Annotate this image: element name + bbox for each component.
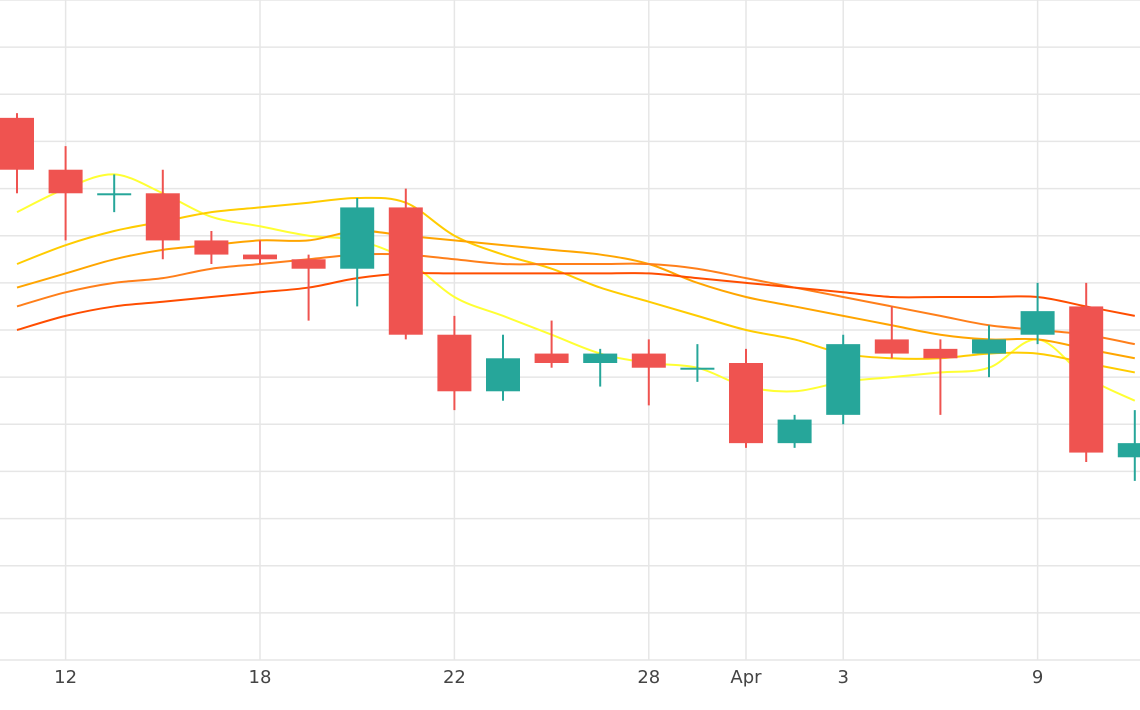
x-tick-label: Apr <box>730 667 762 688</box>
moving-average-line-2 <box>16 196 1135 374</box>
moving-average-line-4 <box>16 252 1135 346</box>
candle-body <box>631 353 666 368</box>
candle <box>923 339 958 415</box>
candle <box>631 339 666 406</box>
candle <box>194 231 229 264</box>
candle-body <box>437 334 472 392</box>
x-tick-label: 22 <box>443 667 466 688</box>
candle <box>1020 282 1055 345</box>
candle <box>583 348 618 387</box>
candle <box>1069 282 1104 462</box>
candle <box>48 146 83 241</box>
candle <box>437 315 472 411</box>
x-tick-label: 3 <box>837 667 848 688</box>
moving-average-line-5 <box>16 272 1135 331</box>
candle-body <box>48 169 83 194</box>
candle-body <box>0 117 34 170</box>
candle-body <box>972 339 1006 354</box>
candle <box>0 113 34 194</box>
candle-body <box>243 254 277 260</box>
x-axis-ticks: 12 18 22 28 Apr 3 9 <box>54 667 1043 688</box>
candle <box>1117 410 1140 481</box>
candle <box>388 188 423 340</box>
candle <box>874 306 909 359</box>
grid <box>0 0 1140 661</box>
candle-body <box>291 259 326 269</box>
x-tick-label: 28 <box>637 667 660 688</box>
x-tick-label: 9 <box>1032 667 1043 688</box>
candle <box>97 174 132 213</box>
candle <box>243 240 277 264</box>
candle <box>777 414 812 448</box>
candle-body <box>340 207 375 269</box>
candle-body <box>777 419 812 444</box>
candle <box>826 334 861 425</box>
x-tick-label: 18 <box>249 667 272 688</box>
candle <box>486 334 520 401</box>
candles <box>0 113 1140 481</box>
candle <box>145 169 180 260</box>
moving-average-lines <box>16 173 1136 402</box>
candle-body <box>583 353 618 363</box>
candle <box>340 198 375 307</box>
candle-body <box>534 353 569 363</box>
candle <box>729 348 763 448</box>
candle-body <box>680 367 715 370</box>
candle-body <box>1117 443 1140 458</box>
candle-body <box>1020 311 1055 335</box>
candle-body <box>923 348 958 359</box>
candle <box>534 320 569 368</box>
candle-body <box>1069 306 1104 453</box>
moving-average-line-3 <box>16 229 1135 360</box>
candle-body <box>729 363 763 444</box>
candle-body <box>388 207 423 335</box>
candle-body <box>874 339 909 354</box>
candle-body <box>826 344 861 415</box>
x-tick-label: 12 <box>54 667 77 688</box>
candle <box>972 325 1006 378</box>
candle-body <box>486 358 520 392</box>
candle-body <box>145 193 180 241</box>
candle <box>680 344 715 382</box>
candle-body <box>97 193 132 196</box>
candle-body <box>194 240 229 255</box>
candle <box>291 254 326 321</box>
moving-average-line-1 <box>16 173 1136 402</box>
